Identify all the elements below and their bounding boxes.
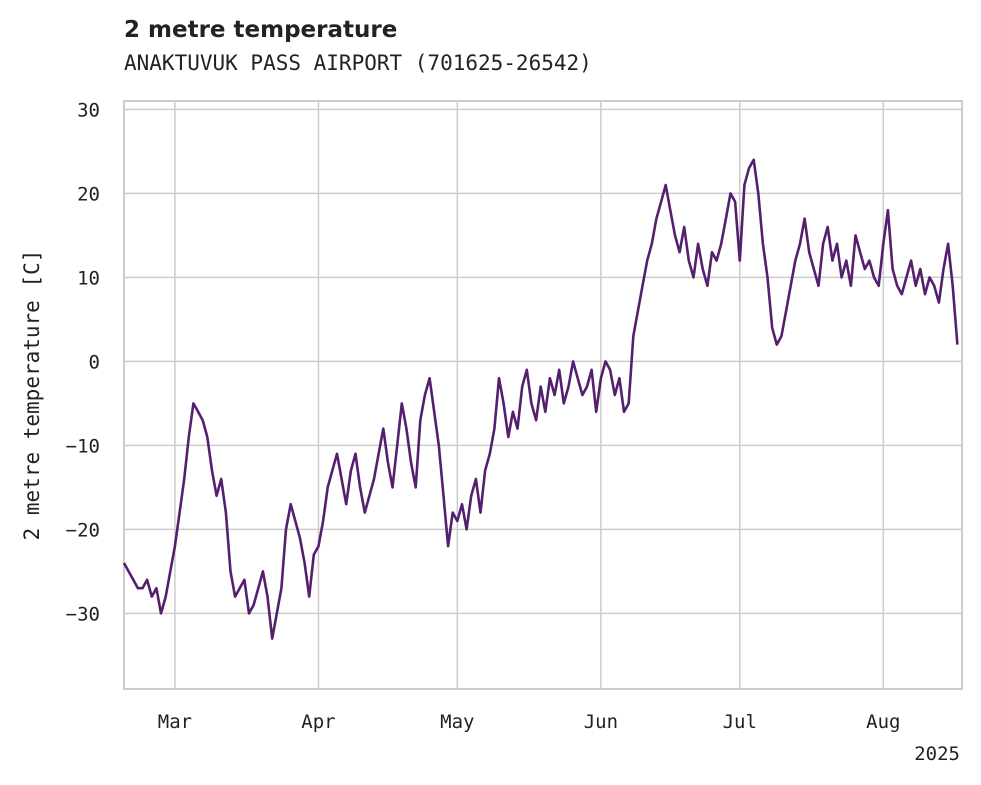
plot-frame <box>123 100 963 690</box>
y-tick-labels: −30 −20 −10 0 10 20 30 <box>66 99 100 625</box>
x-tick-label: Apr <box>301 711 335 733</box>
chart-title: 2 metre temperature <box>124 17 398 43</box>
x-tick-label: May <box>440 711 474 733</box>
grid-lines <box>124 101 962 689</box>
y-tick-label: −30 <box>66 603 100 625</box>
x-tick-label: Jul <box>723 711 757 733</box>
x-tick-label: Mar <box>158 711 192 733</box>
chart-subtitle: ANAKTUVUK PASS AIRPORT (701625-26542) <box>124 51 592 75</box>
x-tick-label: Jun <box>584 711 618 733</box>
x-tick-labels: Mar Apr May Jun Jul Aug <box>158 711 901 733</box>
year-label: 2025 <box>914 743 960 765</box>
y-axis-label: 2 metre temperature [C] <box>20 250 44 541</box>
y-tick-label: 0 <box>89 351 100 373</box>
x-tick-label: Aug <box>866 711 900 733</box>
temperature-series-line <box>122 158 959 640</box>
y-tick-label: 10 <box>77 267 100 289</box>
y-tick-label: −10 <box>66 435 100 457</box>
y-tick-label: −20 <box>66 519 100 541</box>
y-tick-label: 30 <box>77 99 100 121</box>
y-tick-label: 20 <box>77 183 100 205</box>
